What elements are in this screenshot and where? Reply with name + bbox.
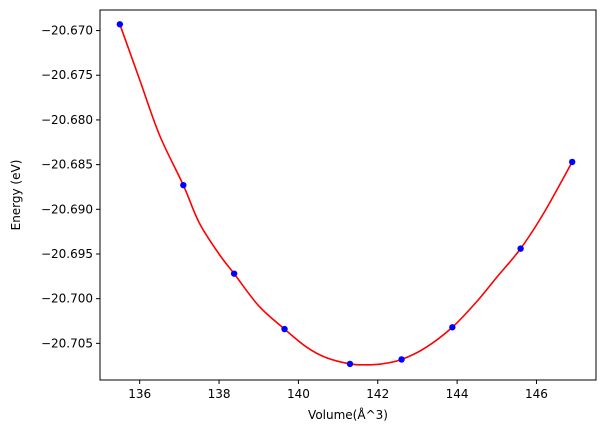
data-point (346, 360, 354, 368)
series-layer (116, 21, 576, 368)
x-tick-label: 144 (446, 387, 469, 401)
x-axis-ticks: 136 138 140 142 144 146 (128, 380, 548, 401)
plot-frame (99, 9, 597, 381)
y-tick-label: −20.680 (41, 113, 93, 127)
x-tick-label: 140 (287, 387, 310, 401)
data-point (449, 324, 456, 331)
x-tick-label: 138 (208, 387, 231, 401)
y-axis-title: Energy (eV) (9, 160, 23, 231)
data-point (398, 356, 405, 363)
y-tick-label: −20.705 (41, 336, 93, 350)
data-point (281, 325, 288, 333)
y-tick-label: −20.670 (41, 24, 93, 38)
data-point (230, 270, 238, 277)
x-tick-label: 146 (525, 387, 548, 401)
data-point (116, 21, 124, 28)
data-point (180, 181, 187, 189)
x-axis-title: Volume(Å^3) (308, 407, 388, 422)
x-tick-label: 142 (366, 387, 389, 401)
data-point (568, 158, 576, 166)
y-tick-label: −20.700 (41, 292, 93, 306)
fit-curve-line (119, 24, 573, 366)
y-tick-label: −20.675 (41, 68, 93, 82)
y-tick-label: −20.695 (41, 247, 93, 261)
y-tick-label: −20.690 (41, 202, 93, 216)
x-tick-label: 136 (128, 387, 151, 401)
y-tick-label: −20.685 (41, 158, 93, 172)
y-axis-ticks: −20.670 −20.675 −20.680 −20.685 −20.690 −20.6… (41, 24, 100, 350)
data-point (517, 245, 524, 252)
